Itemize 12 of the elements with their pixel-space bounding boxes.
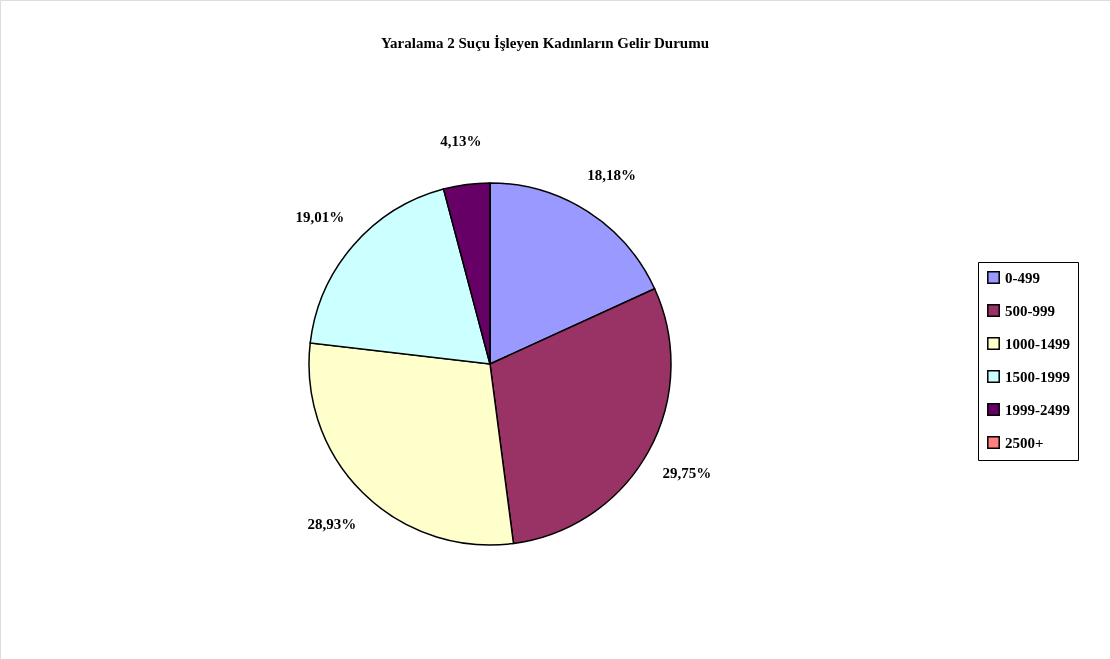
legend-label: 2500+ (1005, 434, 1044, 451)
chart-title: Yaralama 2 Suçu İşleyen Kadınların Gelir Durumu (380, 35, 710, 51)
data-label: 19,01% (295, 208, 345, 225)
data-label: 18,18% (587, 166, 637, 183)
legend-label: 1500-1999 (1005, 368, 1070, 385)
legend-label: 1000-1499 (1005, 335, 1070, 352)
legend-label: 1999-2499 (1005, 401, 1070, 418)
data-label: 4,13% (440, 132, 482, 149)
data-label: 28,93% (307, 516, 357, 533)
legend-label: 500-999 (1005, 302, 1055, 319)
data-label: 29,75% (662, 465, 712, 482)
legend-label: 0-499 (1005, 269, 1040, 286)
